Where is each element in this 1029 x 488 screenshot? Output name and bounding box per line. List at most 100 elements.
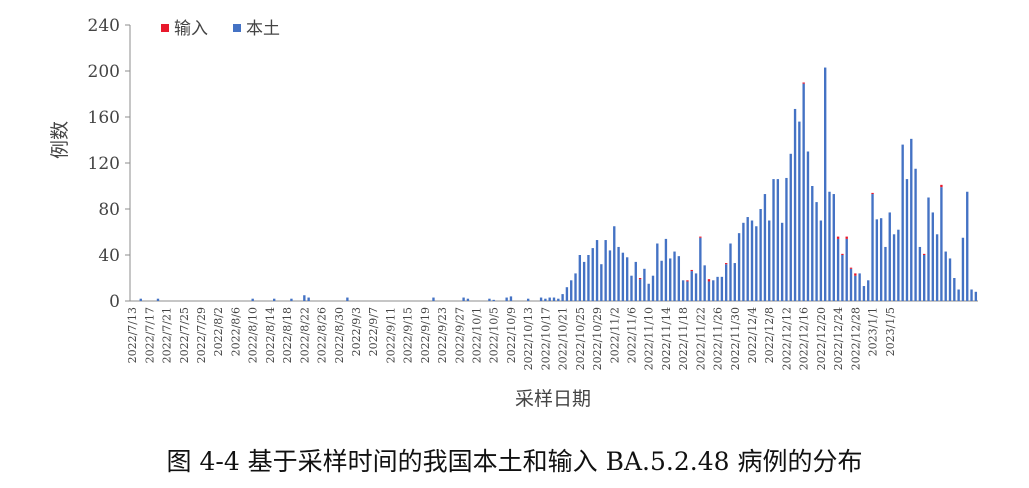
bar-local [307,297,310,301]
bar-local [673,251,676,301]
bar-local [651,275,655,301]
bar-local [966,191,969,301]
y-tick-label: 240 [88,16,120,36]
x-tick-label: 2022/9/19 [419,307,432,363]
bar-local [862,286,866,301]
legend: 输入 本土 [161,19,280,39]
bar-local [733,263,736,301]
bar-local [462,297,465,301]
bar-local [897,229,900,301]
bar-local [488,298,491,301]
bar-local [759,209,762,301]
bar-local [953,278,956,301]
bar-local [772,179,775,301]
bar-import [845,236,848,239]
bar-local [712,280,715,301]
legend-label-import: 输入 [174,19,208,39]
bar-local [746,217,749,301]
bar-import [724,263,728,265]
bar-local [836,238,840,301]
bar-local [832,194,835,301]
x-tick-label: 2022/8/18 [281,307,294,363]
bar-local [539,297,543,301]
bar-local [742,222,745,301]
bar-local [871,194,874,301]
x-tick-label: 2022/10/9 [505,307,518,363]
bar-local [884,246,887,301]
bar-local [686,281,689,301]
bar-local [432,297,435,301]
x-tick-label: 2022/10/17 [539,307,552,370]
axes [125,24,978,302]
y-axis-label: 例数 [49,121,71,159]
bar-local [492,299,495,301]
x-tick-label: 2022/11/22 [694,307,707,370]
bar-local [854,275,857,301]
bar-local [565,287,569,301]
x-tick-label: 2022/8/22 [298,307,311,363]
bar-local [755,226,758,301]
x-tick-label: 2022/12/24 [832,307,845,370]
bar-local [901,144,904,301]
bar-local [509,296,513,301]
x-tick-label: 2022/10/1 [471,307,484,363]
bar-import [841,253,844,255]
bar-local [617,246,620,301]
bar-local [156,298,160,301]
x-tick-label: 2022/11/30 [729,307,742,370]
bar-local [346,297,349,301]
bar-local [849,268,853,301]
x-tick-label: 2022/11/26 [712,307,725,370]
bar-local [944,251,947,301]
bar-local [974,291,978,301]
x-tick-label: 2022/7/13 [126,307,139,363]
x-tick-label: 2022/9/7 [367,307,380,356]
bar-local [729,243,732,301]
y-tick-label: 80 [98,200,120,220]
bar-local [591,248,594,301]
x-tick-label: 2022/11/14 [660,307,673,370]
bar-local [737,233,741,301]
x-tick-label: 2022/9/27 [453,307,466,363]
bar-local [858,273,861,301]
legend-swatch-import [161,24,169,32]
bar-local [961,237,965,301]
x-tick-label: 2022/10/25 [574,307,587,370]
bar-local [763,194,767,301]
x-tick-label: 2022/11/2 [608,307,621,363]
bar-local [634,261,637,301]
bar-local [574,273,577,301]
bar-local [892,234,896,301]
x-tick-label: 2022/12/20 [815,307,828,370]
y-tick-labels: 0 40 80 120 160 200 240 [88,16,120,312]
x-tick-label: 2022/12/12 [780,307,793,370]
bar-local [613,226,616,301]
bar-local [526,298,530,301]
x-tick-label: 2023/1/1 [867,307,880,356]
bar-import [923,253,926,255]
bar-local [582,261,586,301]
bar-local [548,297,551,301]
bar-local [776,179,780,301]
bar-local [595,240,599,301]
bar-import [686,280,689,282]
bar-local [552,297,556,301]
bar-local [647,283,650,301]
x-tick-label: 2022/8/10 [247,307,260,363]
bar-local [970,289,973,301]
bar-local [677,256,681,301]
bar-local [793,108,797,301]
bar-local [587,255,590,301]
x-tick-label: 2022/8/14 [264,307,277,363]
bar-local [139,298,142,301]
y-tick-label: 120 [88,154,120,174]
x-tick-label: 2022/7/17 [143,307,156,363]
bar-local [703,265,706,301]
x-tick-label: 2022/12/4 [746,307,759,363]
bar-local [798,121,801,301]
bar-local [931,212,934,301]
bar-local [927,197,930,301]
bar-local [819,220,823,301]
bar-local [290,298,293,301]
